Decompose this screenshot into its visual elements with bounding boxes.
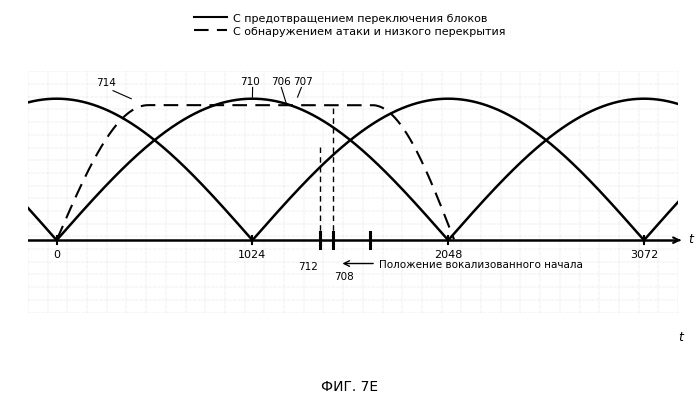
Text: 708: 708 <box>334 271 354 281</box>
Text: 710: 710 <box>240 77 259 87</box>
Text: 712: 712 <box>298 261 317 271</box>
Text: 0: 0 <box>53 249 60 259</box>
Legend: С предотвращением переключения блоков, С обнаружением атаки и низкого перекрытия: С предотвращением переключения блоков, С… <box>189 10 510 42</box>
Text: 714: 714 <box>96 78 116 88</box>
Text: 3072: 3072 <box>630 249 658 259</box>
Text: Положение вокализованного начала: Положение вокализованного начала <box>379 259 583 269</box>
Text: 707: 707 <box>294 77 313 87</box>
Text: ФИГ. 7Е: ФИГ. 7Е <box>321 379 378 393</box>
Text: t: t <box>678 330 683 343</box>
Text: 1024: 1024 <box>238 249 266 259</box>
Text: t: t <box>689 233 693 245</box>
Text: 2048: 2048 <box>434 249 463 259</box>
Text: 706: 706 <box>271 77 291 87</box>
